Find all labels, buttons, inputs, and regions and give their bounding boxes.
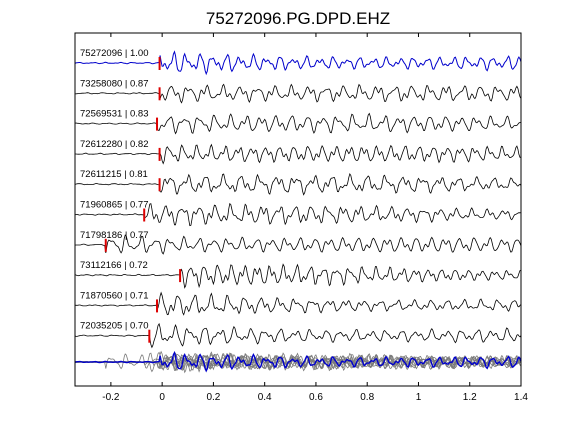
- trace-line-1: [74, 50, 522, 76]
- chart-title: 75272096.PG.DPD.EHZ: [206, 9, 390, 28]
- x-tick-label-1: -0.2: [102, 392, 120, 403]
- trace-label-2: 73258080 | 0.87: [80, 78, 149, 89]
- x-tick-label-8: 1.2: [463, 392, 477, 403]
- plot-frame: [74, 32, 522, 387]
- stack-layer: [74, 350, 522, 374]
- x-tick-label-5: 0.6: [309, 392, 323, 403]
- trace-line-4: [75, 143, 522, 165]
- x-tick-label-7: 1: [416, 392, 422, 403]
- trace-label-9: 71870560 | 0.71: [80, 290, 149, 301]
- trace-line-6: [74, 202, 522, 227]
- stack-trace-9: [74, 351, 522, 373]
- trace-label-4: 72612280 | 0.82: [80, 139, 149, 150]
- trace-label-1: 75272096 | 1.00: [80, 48, 149, 59]
- trace-label-8: 73112166 | 0.72: [80, 260, 148, 271]
- trace-line-3: [74, 112, 522, 135]
- trace-line-2: [74, 83, 522, 104]
- stack-reference-trace: [74, 350, 522, 373]
- trace-line-7: [74, 234, 522, 255]
- x-tick-label-6: 0.8: [360, 392, 374, 403]
- trace-line-5: [74, 172, 522, 196]
- trace-line-9: [74, 291, 522, 316]
- trace-label-10: 72035205 | 0.70: [80, 321, 149, 332]
- trace-label-7: 71798186 | 0.77: [80, 230, 149, 241]
- x-tick-label-2: 0: [159, 392, 165, 403]
- trace-line-8: [74, 263, 522, 289]
- trace-label-6: 71960865 | 0.77: [80, 200, 149, 211]
- x-tick-label-3: 0.2: [206, 392, 220, 403]
- x-tick-label-4: 0.4: [258, 392, 272, 403]
- trace-label-3: 72569531 | 0.83: [80, 109, 149, 120]
- trace-label-5: 72611215 | 0.81: [80, 169, 148, 180]
- x-axis: -0.2 0 0.2 0.4 0.6 0.8 1 1.2 1.4: [102, 33, 528, 403]
- x-tick-label-9: 1.4: [514, 392, 528, 403]
- traces-layer: [74, 50, 522, 349]
- labels-layer: 75272096 | 1.00 73258080 | 0.87 72569531 |…: [80, 48, 149, 332]
